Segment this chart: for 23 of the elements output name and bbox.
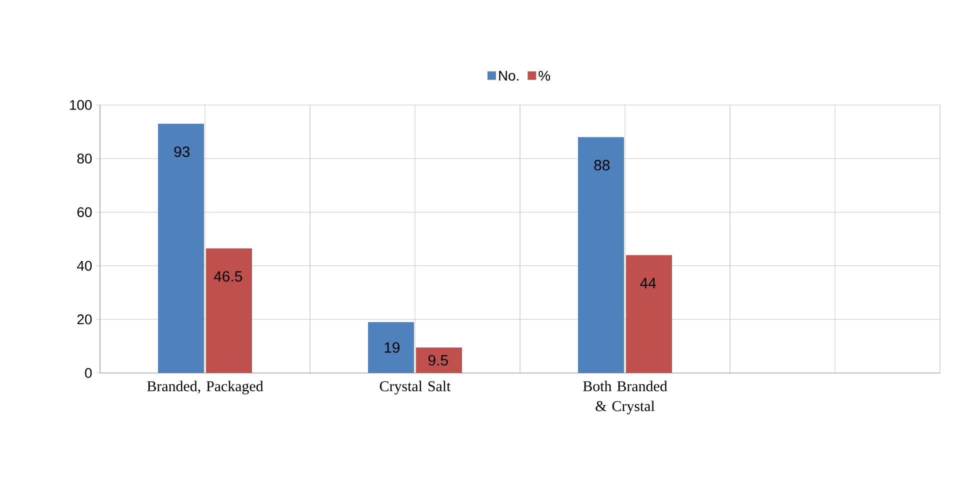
y-tick-label: 40 (77, 260, 92, 271)
data-label: 44 (640, 278, 656, 288)
legend-label: No. (499, 70, 518, 81)
bar (626, 255, 672, 373)
y-tick-label: 100 (70, 100, 92, 110)
data-label: 19 (384, 342, 400, 353)
legend-label: % (538, 70, 550, 81)
y-tick-label: 80 (77, 154, 92, 164)
x-tick-label: Branded, Packaged (147, 380, 264, 394)
bar (158, 124, 204, 373)
y-tick-label: 20 (77, 314, 92, 324)
y-tick-label: 0 (85, 368, 92, 378)
bar (416, 348, 462, 373)
data-label: 46.5 (214, 271, 242, 282)
bar (206, 248, 252, 373)
data-label: 93 (174, 146, 190, 158)
bar (368, 322, 414, 373)
data-label: 9.5 (428, 354, 448, 366)
bar (578, 137, 624, 373)
x-tick-label: Crystal Salt (380, 380, 451, 394)
y-tick-label: 60 (77, 207, 92, 218)
x-tick-label: Both Branded & Crystal (583, 380, 668, 414)
data-label: 88 (594, 160, 610, 170)
